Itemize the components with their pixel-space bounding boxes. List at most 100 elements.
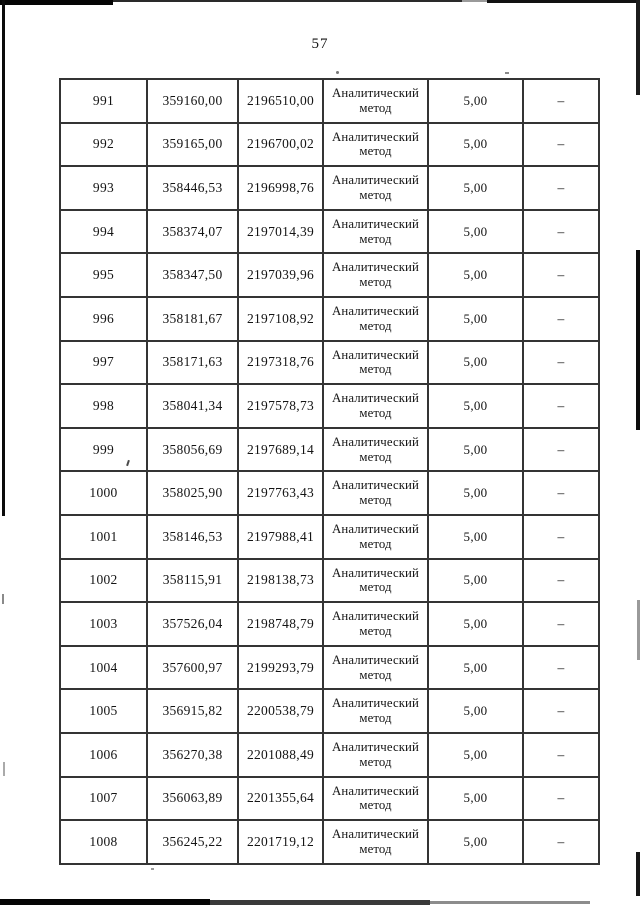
method-cell: Аналитический метод: [322, 513, 429, 560]
scan-speck: [505, 72, 509, 74]
method-cell: Аналитический метод: [322, 819, 429, 865]
note-cell: –: [522, 644, 600, 691]
method-cell: Аналитический метод: [322, 339, 429, 386]
scan-edge-bottom: [430, 901, 590, 904]
method-cell: Аналитический метод: [322, 383, 429, 429]
method-cell: Аналитический метод: [322, 165, 429, 211]
point-number-cell: 1007: [59, 775, 148, 822]
accuracy-cell: 5,00: [427, 78, 524, 124]
method-cell: Аналитический метод: [322, 426, 429, 473]
point-number-cell: 1008: [59, 819, 148, 865]
coordinate-x-cell: 358446,53: [146, 165, 239, 211]
table-row: 1001 358146,53 2197988,41 Аналитический мет…: [59, 513, 600, 560]
accuracy-cell: 5,00: [427, 775, 524, 822]
coordinate-x-cell: 359165,00: [146, 121, 239, 168]
accuracy-cell: 5,00: [427, 557, 524, 604]
accuracy-cell: 5,00: [427, 819, 524, 865]
scan-edge-bottom: [210, 900, 430, 905]
scan-edge-right: [636, 250, 640, 430]
method-cell: Аналитический метод: [322, 775, 429, 822]
note-cell: –: [522, 165, 600, 211]
point-number-cell: 994: [59, 208, 148, 255]
scan-edge-left: [2, 0, 5, 516]
coordinate-x-cell: 358056,69: [146, 426, 239, 473]
accuracy-cell: 5,00: [427, 513, 524, 560]
accuracy-cell: 5,00: [427, 383, 524, 429]
note-cell: –: [522, 819, 600, 865]
note-cell: –: [522, 121, 600, 168]
scan-edge-left: [2, 594, 4, 604]
coordinate-x-cell: 359160,00: [146, 78, 239, 124]
coordinate-table-body: 991 359160,00 2196510,00 Аналитический мето…: [59, 78, 600, 865]
coordinate-x-cell: 356270,38: [146, 731, 239, 778]
coordinate-x-cell: 358025,90: [146, 470, 239, 516]
note-cell: –: [522, 470, 600, 516]
note-cell: –: [522, 601, 600, 647]
note-cell: –: [522, 339, 600, 386]
table-row: 1008 356245,22 2201719,12 Аналитический мет…: [59, 819, 600, 865]
point-number-cell: 1004: [59, 644, 148, 691]
coordinate-y-cell: 2198748,79: [237, 601, 324, 647]
coordinate-x-cell: 358347,50: [146, 252, 239, 298]
table-row: 1003 357526,04 2198748,79 Аналитический мет…: [59, 601, 600, 647]
accuracy-cell: 5,00: [427, 426, 524, 473]
note-cell: –: [522, 426, 600, 473]
table-row: 1007 356063,89 2201355,64 Аналитический мет…: [59, 775, 600, 822]
coordinate-y-cell: 2200538,79: [237, 688, 324, 734]
coordinate-y-cell: 2197014,39: [237, 208, 324, 255]
coordinate-x-cell: 358146,53: [146, 513, 239, 560]
coordinate-y-cell: 2198138,73: [237, 557, 324, 604]
coordinate-y-cell: 2196998,76: [237, 165, 324, 211]
accuracy-cell: 5,00: [427, 208, 524, 255]
coordinate-x-cell: 356063,89: [146, 775, 239, 822]
note-cell: –: [522, 383, 600, 429]
coordinate-y-cell: 2197108,92: [237, 295, 324, 342]
note-cell: –: [522, 513, 600, 560]
coordinate-x-cell: 358181,67: [146, 295, 239, 342]
accuracy-cell: 5,00: [427, 339, 524, 386]
coordinate-y-cell: 2196700,02: [237, 121, 324, 168]
table-row: 994 358374,07 2197014,39 Аналитический мето…: [59, 208, 600, 255]
page-number: 57: [311, 36, 329, 52]
method-cell: Аналитический метод: [322, 601, 429, 647]
accuracy-cell: 5,00: [427, 165, 524, 211]
coordinate-x-cell: 356915,82: [146, 688, 239, 734]
table-row: 992 359165,00 2196700,02 Аналитический мето…: [59, 121, 600, 168]
scan-edge-top: [113, 0, 462, 2]
method-cell: Аналитический метод: [322, 78, 429, 124]
table-row: 991 359160,00 2196510,00 Аналитический мето…: [59, 78, 600, 124]
point-number-cell: 1006: [59, 731, 148, 778]
note-cell: –: [522, 557, 600, 604]
accuracy-cell: 5,00: [427, 644, 524, 691]
table-row: 993 358446,53 2196998,76 Аналитический мето…: [59, 165, 600, 211]
method-cell: Аналитический метод: [322, 688, 429, 734]
method-cell: Аналитический метод: [322, 121, 429, 168]
note-cell: –: [522, 688, 600, 734]
table-row: 998 358041,34 2197578,73 Аналитический мето…: [59, 383, 600, 429]
point-number-cell: 993: [59, 165, 148, 211]
table-row: 1004 357600,97 2199293,79 Аналитический мет…: [59, 644, 600, 691]
table-row: 1000 358025,90 2197763,43 Аналитический мет…: [59, 470, 600, 516]
point-number-cell: 991: [59, 78, 148, 124]
accuracy-cell: 5,00: [427, 121, 524, 168]
scan-edge-top: [487, 0, 640, 3]
note-cell: –: [522, 252, 600, 298]
coordinate-y-cell: 2199293,79: [237, 644, 324, 691]
table-row: 996 358181,67 2197108,92 Аналитический мето…: [59, 295, 600, 342]
coordinate-y-cell: 2196510,00: [237, 78, 324, 124]
scan-edge-top: [0, 0, 113, 5]
coordinate-table: 991 359160,00 2196510,00 Аналитический мето…: [59, 78, 600, 865]
coordinate-x-cell: 358374,07: [146, 208, 239, 255]
coordinate-y-cell: 2197988,41: [237, 513, 324, 560]
coordinate-x-cell: 356245,22: [146, 819, 239, 865]
point-number-cell: 1001: [59, 513, 148, 560]
accuracy-cell: 5,00: [427, 731, 524, 778]
note-cell: –: [522, 78, 600, 124]
coordinate-y-cell: 2201355,64: [237, 775, 324, 822]
method-cell: Аналитический метод: [322, 252, 429, 298]
point-number-cell: 996: [59, 295, 148, 342]
point-number-cell: 1003: [59, 601, 148, 647]
scan-edge-right: [636, 852, 640, 896]
point-number-cell: 1000: [59, 470, 148, 516]
